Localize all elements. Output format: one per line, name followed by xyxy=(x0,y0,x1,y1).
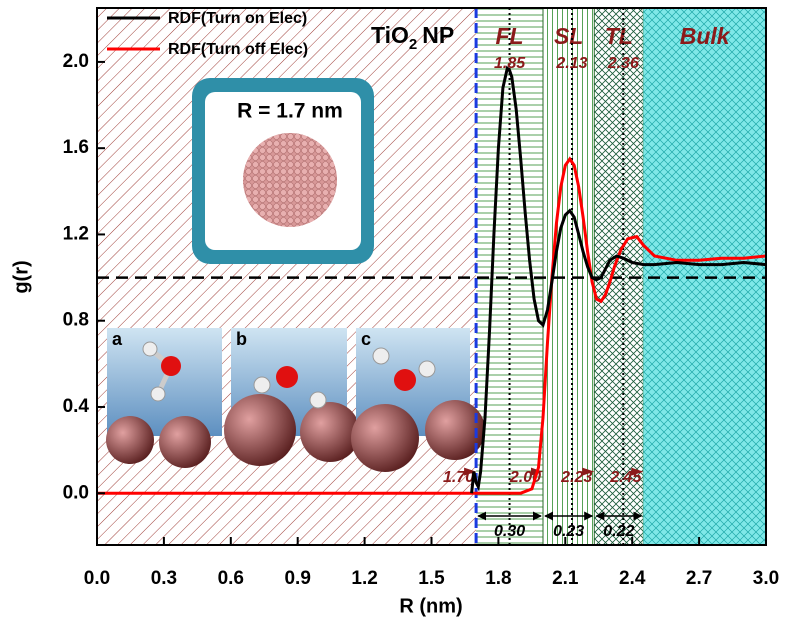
x-tick-label: 1.2 xyxy=(351,568,377,589)
panel-label: b xyxy=(236,329,247,349)
surface-atom xyxy=(425,400,485,460)
x-tick-label: 1.5 xyxy=(418,568,445,589)
y-tick-label: 0.0 xyxy=(63,482,89,503)
panel-a: a xyxy=(106,328,222,468)
hydrogen xyxy=(372,347,390,365)
x-tick-label: 2.7 xyxy=(686,568,712,589)
x-tick-label: 2.1 xyxy=(552,568,579,589)
surface-atom xyxy=(159,416,211,468)
x-tick-label: 0.9 xyxy=(284,568,310,589)
boundary-label: 2.23 xyxy=(560,469,592,486)
radius-label: R = 1.7 nm xyxy=(237,100,343,123)
layer-name: SL xyxy=(554,23,583,49)
y-tick-label: 0.4 xyxy=(63,396,90,417)
hydrogen xyxy=(150,386,166,402)
plot: FL 1.85 0.30 SL 2.13 0.23 TL 2.36 0.22 Bulk 1.70 2.… xyxy=(63,7,779,589)
surface-atom xyxy=(300,402,360,462)
peak-label: 1.85 xyxy=(494,55,526,72)
x-tick-label: 1.8 xyxy=(485,568,511,589)
np-suffix: NP xyxy=(422,22,454,48)
boundary-arrow xyxy=(631,467,644,476)
oxygen xyxy=(394,369,416,391)
width-label: 0.22 xyxy=(603,523,634,540)
surface-atom xyxy=(351,404,419,472)
boundary-arrow xyxy=(582,467,595,476)
layer-name: FL xyxy=(495,23,523,49)
legend-label: RDF(Turn off Elec) xyxy=(168,41,308,58)
x-axis-label: R (nm) xyxy=(399,595,462,617)
hydrogen xyxy=(142,341,158,357)
x-tick-label: 0.0 xyxy=(84,568,110,589)
boundary-label: 1.70 xyxy=(443,469,474,486)
panel-c: c xyxy=(351,328,485,472)
width-label: 0.30 xyxy=(494,523,525,540)
np-label: TiO2 NP xyxy=(371,22,454,53)
y-tick-label: 0.8 xyxy=(63,310,89,331)
insets: R = 1.7 nm a b c xyxy=(106,78,485,472)
peak-label: 2.36 xyxy=(607,55,639,72)
nanoparticle-surface xyxy=(243,133,337,227)
y-tick-label: 1.6 xyxy=(63,137,89,158)
x-tick-label: 0.6 xyxy=(218,568,244,589)
y-tick-label: 1.2 xyxy=(63,223,89,244)
legend-label: RDF(Turn on Elec) xyxy=(168,10,307,27)
x-tick-label: 3.0 xyxy=(753,568,779,589)
y-axis-label: g(r) xyxy=(10,260,32,293)
surface-atom xyxy=(106,416,154,464)
series-line xyxy=(470,65,767,494)
peak-label: 2.13 xyxy=(555,55,587,72)
np-main: TiO xyxy=(371,22,409,48)
boundary-label: 2.45 xyxy=(609,469,642,486)
layer-name: TL xyxy=(605,23,633,49)
hydrogen xyxy=(418,360,436,378)
oxygen xyxy=(161,356,181,376)
y-tick-label: 2.0 xyxy=(63,51,89,72)
panel-label: a xyxy=(112,329,123,349)
oxygen xyxy=(276,366,298,388)
hydrogen xyxy=(309,391,327,409)
boundary-arrow xyxy=(464,467,477,476)
panel-label: c xyxy=(361,329,371,349)
surface-atom xyxy=(224,394,296,466)
panel-b: b xyxy=(224,328,360,466)
x-tick-label: 2.4 xyxy=(619,568,646,589)
series-line xyxy=(97,156,767,495)
width-label: 0.23 xyxy=(553,523,584,540)
x-tick-label: 0.3 xyxy=(151,568,177,589)
np-sub: 2 xyxy=(409,36,417,53)
layer-name: Bulk xyxy=(680,23,731,49)
hydrogen xyxy=(253,376,271,394)
